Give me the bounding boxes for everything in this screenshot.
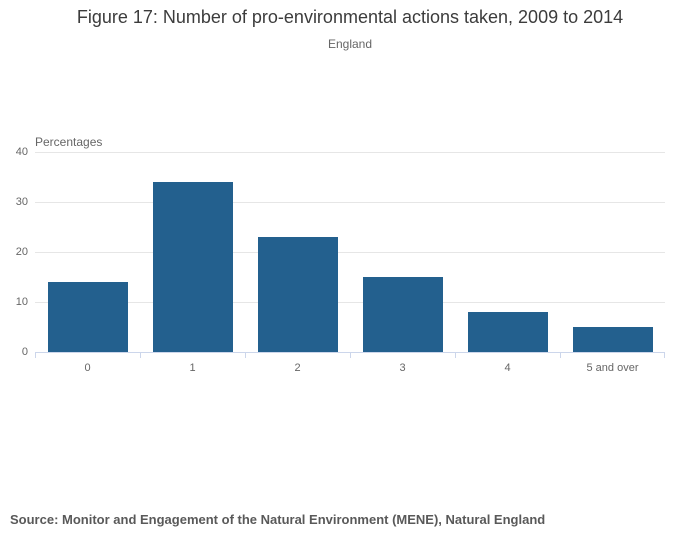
- y-axis-tick-label: 30: [15, 196, 28, 208]
- y-axis-tick-label: 20: [15, 246, 28, 258]
- x-axis-tick: [350, 352, 351, 358]
- x-axis-tick-label: 1: [189, 362, 196, 374]
- x-axis-tick-label: 2: [294, 362, 301, 374]
- gridline: [35, 152, 665, 153]
- plot-area: 0 10 20 30 40 0 1 2 3 4 5 and over: [16, 146, 665, 374]
- bar-5 and over[interactable]: [572, 327, 653, 352]
- x-axis-tick: [664, 352, 665, 358]
- gridline: [35, 202, 665, 203]
- x-axis-tick: [245, 352, 246, 358]
- source-note: Source: Monitor and Engagement of the Na…: [10, 512, 546, 527]
- bar-2[interactable]: [257, 237, 338, 352]
- y-axis-tick-label: 0: [21, 346, 28, 358]
- x-axis-tick: [560, 352, 561, 358]
- x-axis-tick-label: 5 and over: [586, 362, 639, 374]
- x-axis-tick: [140, 352, 141, 358]
- x-axis-tick-label: 4: [504, 362, 511, 374]
- bar-3[interactable]: [362, 277, 443, 352]
- y-axis-title: Percentages: [35, 135, 103, 149]
- gridline: [35, 302, 665, 303]
- x-axis-tick: [35, 352, 36, 358]
- x-axis-tick: [455, 352, 456, 358]
- chart-title: Figure 17: Number of pro-environmental a…: [76, 7, 624, 27]
- bar-4[interactable]: [467, 312, 548, 352]
- x-axis-tick-label: 0: [84, 362, 91, 374]
- y-axis-tick-label: 10: [15, 296, 28, 308]
- y-axis-tick-label: 40: [15, 146, 28, 158]
- bar-1[interactable]: [152, 182, 233, 352]
- chart-subtitle: England: [327, 37, 373, 51]
- bar-0[interactable]: [47, 282, 128, 352]
- gridline: [35, 252, 665, 253]
- x-axis-tick-label: 3: [399, 362, 406, 374]
